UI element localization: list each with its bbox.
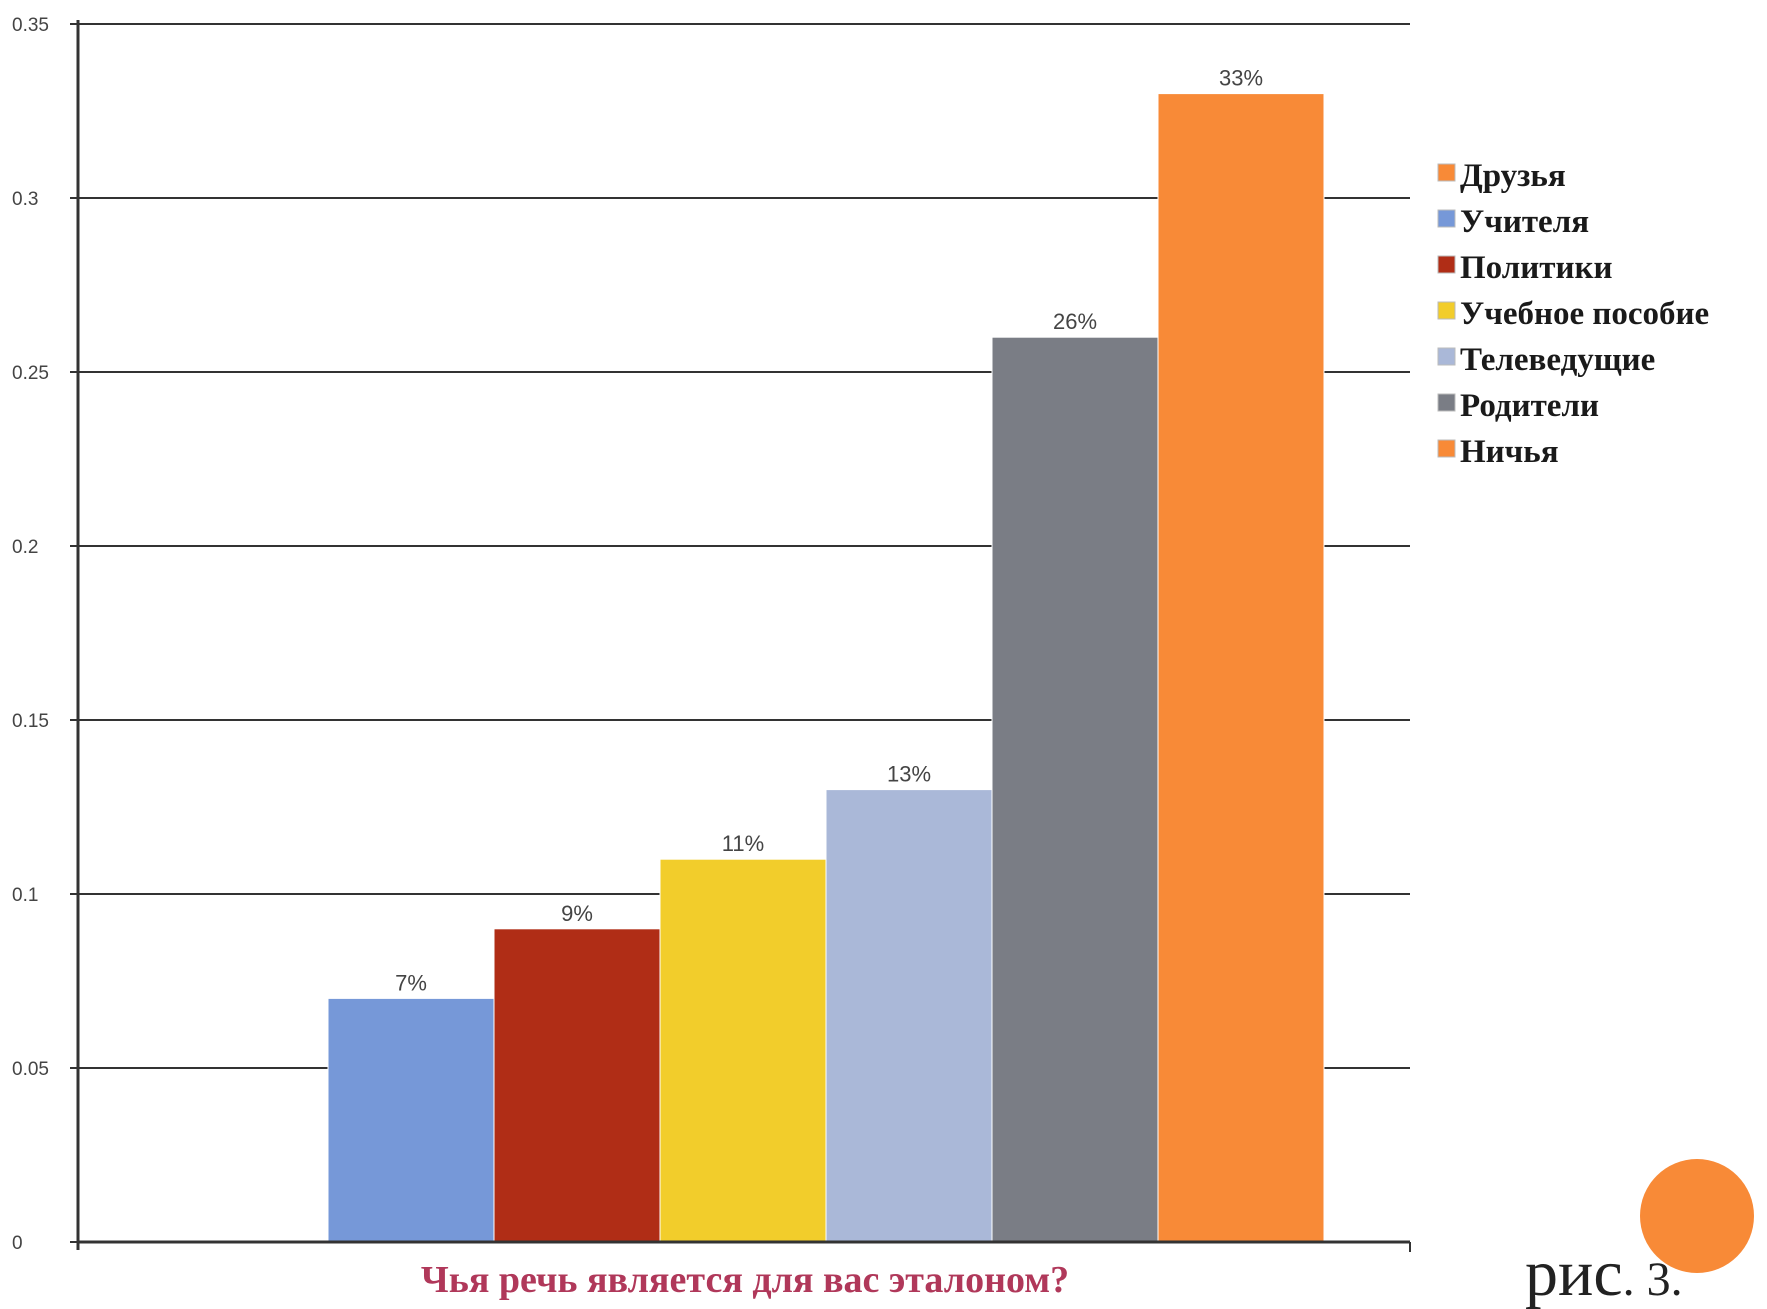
y-tick-label: 0.35 <box>12 15 49 36</box>
legend-swatch <box>1437 393 1456 412</box>
legend: Друзья Учителя Политики Учебное пособие Теле… <box>1437 158 1709 470</box>
bar-data-label: 26% <box>1053 309 1097 334</box>
y-tick-label: 0.1 <box>12 885 38 906</box>
y-tick-label: 0.3 <box>12 189 38 210</box>
legend-swatch <box>1437 163 1456 182</box>
legend-label: Друзья <box>1460 158 1566 194</box>
y-tick-label: 0.15 <box>12 711 49 732</box>
legend-label: Родители <box>1460 388 1599 424</box>
bar <box>825 789 993 1243</box>
bar-data-label: 7% <box>395 970 427 995</box>
bars: 7% 9% 11% 13% 26% 33% <box>327 66 1325 1243</box>
axes <box>76 20 1411 1252</box>
legend-label: Ничья <box>1460 434 1559 470</box>
legend-swatch <box>1437 439 1456 458</box>
y-tick-label: 0.25 <box>12 363 49 384</box>
legend-swatch <box>1437 209 1456 228</box>
decorative-circle <box>1640 1159 1754 1273</box>
legend-swatch <box>1437 255 1456 274</box>
bar-data-label: 9% <box>561 901 593 926</box>
bar-data-label: 33% <box>1219 66 1263 91</box>
figure-caption-main: рис <box>1525 1237 1623 1309</box>
legend-swatch <box>1437 301 1456 320</box>
bar <box>327 997 495 1243</box>
legend-label: Телеведущие <box>1460 342 1655 378</box>
legend-label: Учебное пособие <box>1460 296 1709 332</box>
figure-caption: рис. 3. <box>1525 1237 1683 1309</box>
bar <box>659 858 827 1243</box>
y-tick-label: 0.05 <box>12 1059 49 1080</box>
legend-label: Учителя <box>1460 204 1589 240</box>
x-axis-label: Чья речь является для вас эталоном? <box>421 1259 1069 1301</box>
bar-data-label: 13% <box>887 762 931 787</box>
y-axis-ticks: 0 0.05 0.1 0.15 0.2 0.25 0.3 0.35 <box>12 15 78 1254</box>
legend-swatch <box>1437 347 1456 366</box>
gridlines <box>78 23 1410 1069</box>
bar <box>991 336 1159 1243</box>
bar <box>1157 93 1325 1243</box>
y-tick-label: 0.2 <box>12 537 38 558</box>
bar <box>493 928 661 1243</box>
y-tick-label: 0 <box>12 1233 23 1254</box>
legend-label: Политики <box>1460 250 1613 286</box>
bar-data-label: 11% <box>722 831 764 856</box>
figure-caption-suffix: . 3. <box>1623 1253 1683 1306</box>
